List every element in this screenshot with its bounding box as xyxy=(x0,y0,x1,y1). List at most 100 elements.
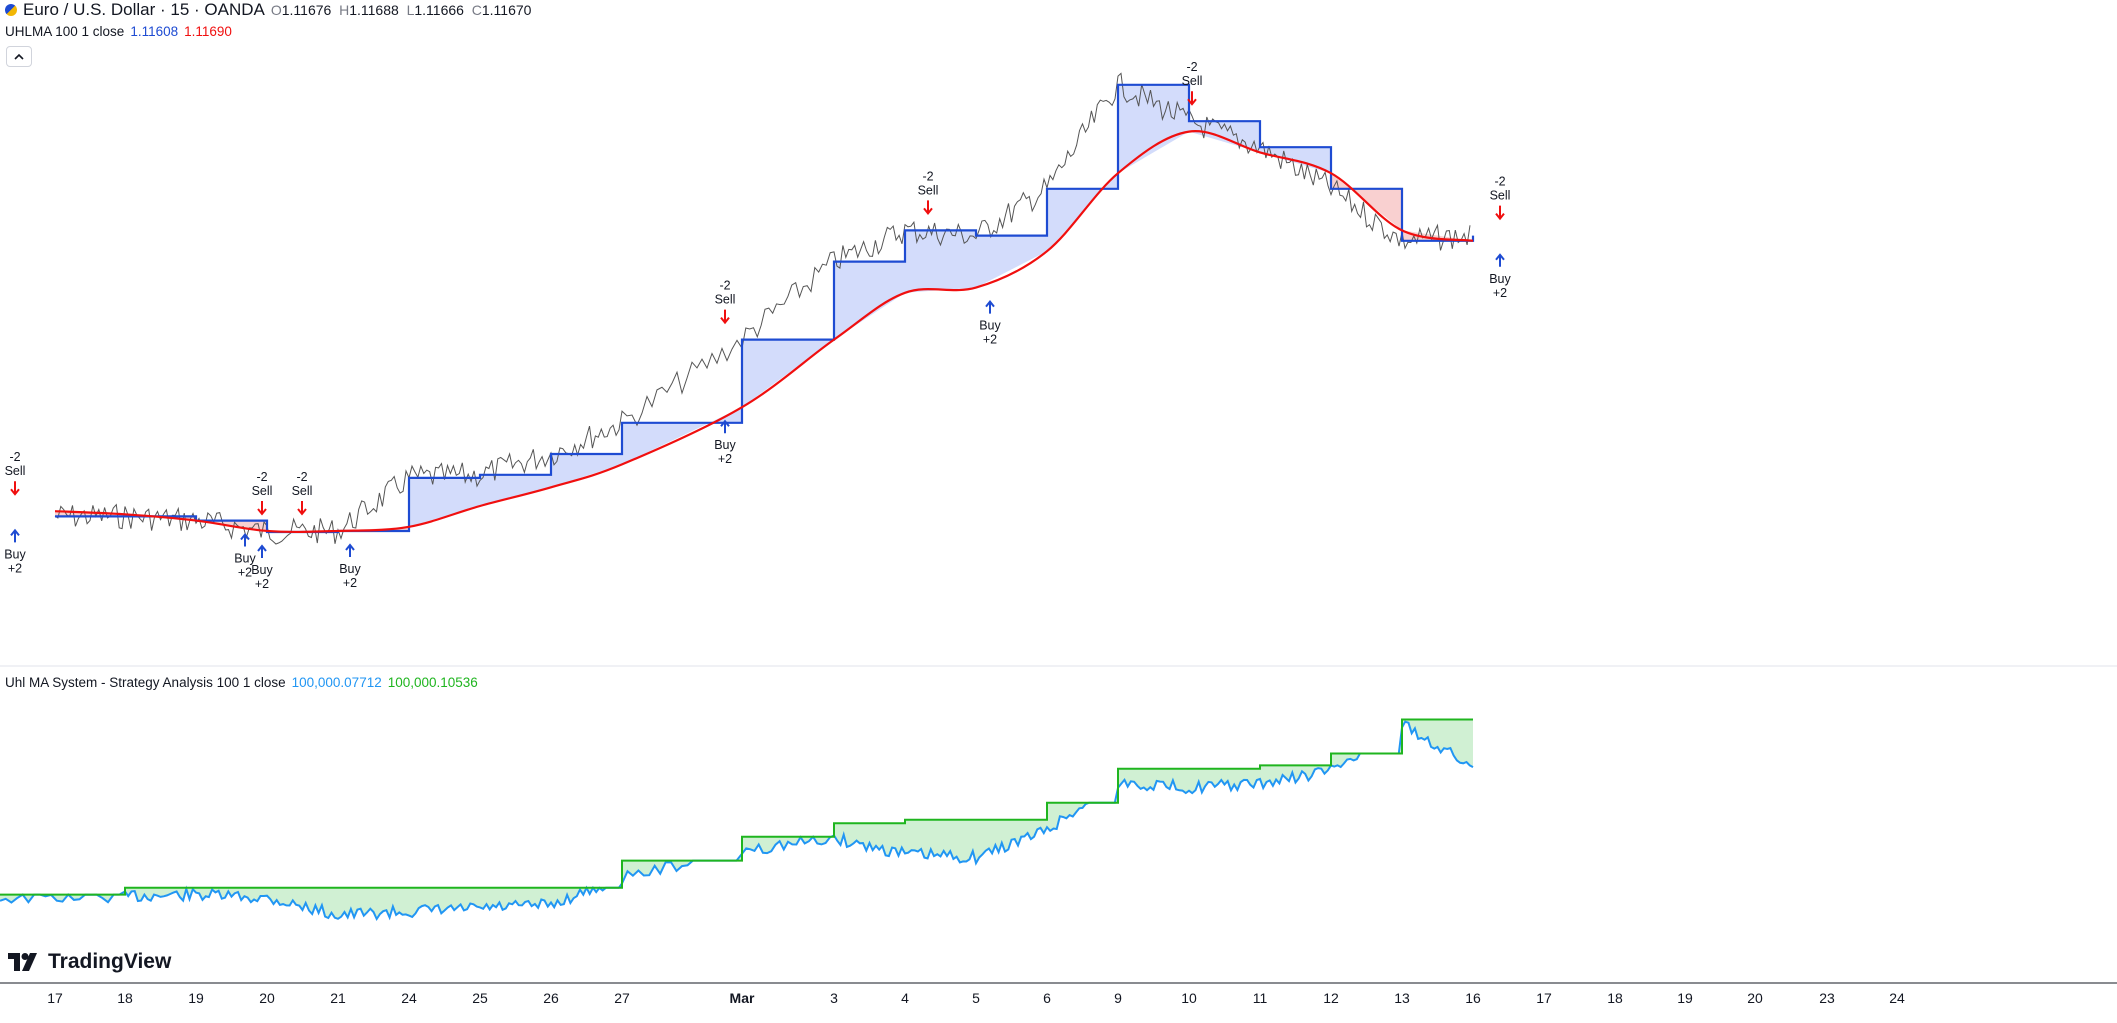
buy-arrow-icon xyxy=(240,532,250,547)
time-axis-tick-label: 21 xyxy=(330,990,346,1006)
bullish-fill xyxy=(551,454,622,488)
sell-signal-label: Sell xyxy=(252,484,273,498)
buy-arrow-icon xyxy=(257,544,267,558)
uhlma-legend[interactable]: UHLMA 100 1 close 1.11608 1.11690 xyxy=(5,24,232,39)
time-axis-tick-label: 23 xyxy=(1819,990,1835,1006)
time-axis-tick-label: 9 xyxy=(1114,990,1122,1006)
equity-blue-value: 100,000.07712 xyxy=(291,675,382,690)
bullish-fill xyxy=(409,477,480,527)
drawdown-fill xyxy=(0,719,1473,919)
price-line xyxy=(54,72,1471,545)
bullish-fill xyxy=(976,235,1047,288)
tradingview-logo[interactable]: TradingView xyxy=(8,950,171,974)
buy-signal-label: +2 xyxy=(983,333,997,347)
sell-signal-label: -2 xyxy=(256,470,267,484)
time-axis-tick-label: 19 xyxy=(1677,990,1693,1006)
sell-arrow-icon xyxy=(297,500,307,516)
sell-arrow-icon xyxy=(10,481,20,496)
time-axis-tick-label: 18 xyxy=(1607,990,1623,1006)
uhlma-name[interactable]: UHLMA 100 1 close xyxy=(5,24,125,39)
time-axis-tick-label: 27 xyxy=(614,990,630,1006)
buy-arrow-icon xyxy=(10,528,20,543)
time-axis-tick-label: 10 xyxy=(1181,990,1197,1006)
bullish-fill xyxy=(1118,84,1189,174)
bullish-fill xyxy=(905,230,976,293)
buy-signal-label: Buy xyxy=(234,552,256,566)
sell-signal-label: -2 xyxy=(1494,175,1505,189)
bearish-fill xyxy=(1402,230,1473,241)
symbol-title[interactable]: Euro / U.S. Dollar · 15 · OANDA xyxy=(23,0,265,19)
sell-signal-label: -2 xyxy=(1186,60,1197,74)
time-axis-tick-label: 6 xyxy=(1043,990,1051,1006)
time-axis-tick-label: 17 xyxy=(47,990,63,1006)
time-axis-tick-label: 19 xyxy=(188,990,204,1006)
sell-arrow-icon xyxy=(720,309,730,325)
sell-signal-label: Sell xyxy=(5,464,26,478)
buy-signal-label: +2 xyxy=(8,561,22,575)
sell-arrow-icon xyxy=(923,200,933,216)
brand-name: TradingView xyxy=(48,950,172,973)
sell-signal-label: Sell xyxy=(715,293,736,307)
strategy-legend[interactable]: Uhl MA System - Strategy Analysis 100 1 … xyxy=(5,675,478,690)
time-axis[interactable]: 17 18 19 20 21 24 25 26 27 Mar 3 4 5 6 9 10 11 12 13 16 17 18… xyxy=(47,990,1905,1006)
time-axis-tick-label: 25 xyxy=(472,990,488,1006)
time-axis-tick-label: 12 xyxy=(1323,990,1339,1006)
buy-arrow-icon xyxy=(1495,253,1505,267)
chevron-up-icon xyxy=(14,53,24,60)
time-axis-tick-label: 11 xyxy=(1253,990,1268,1006)
equity-green-line xyxy=(0,718,1473,896)
sell-arrow-icon xyxy=(1187,91,1197,106)
time-axis-tick-label: 20 xyxy=(1747,990,1763,1006)
buy-arrow-icon xyxy=(985,299,995,314)
buy-signal-label: Buy xyxy=(339,562,361,576)
buy-arrow-icon xyxy=(720,419,730,434)
equity-green-value: 100,000.10536 xyxy=(387,675,478,690)
close-value: 1.11670 xyxy=(481,2,532,18)
sell-signal-label: -2 xyxy=(296,470,307,484)
sell-signal-label: Sell xyxy=(918,183,939,197)
sell-signal-label: Sell xyxy=(1182,74,1203,88)
symbol-icon xyxy=(5,4,17,16)
buy-signal-label: Buy xyxy=(251,563,273,577)
buy-arrow-icon xyxy=(345,543,355,557)
bullish-fill xyxy=(834,261,905,340)
equity-blue-line xyxy=(0,720,1474,922)
sell-arrow-icon xyxy=(1495,205,1505,221)
tradingview-logo-icon xyxy=(8,953,37,971)
uhlma-red-value: 1.11690 xyxy=(184,24,232,39)
open-value: 1.11676 xyxy=(281,2,332,18)
strategy-name[interactable]: Uhl MA System - Strategy Analysis 100 1 … xyxy=(5,675,286,690)
time-axis-tick-label: 5 xyxy=(972,990,980,1006)
buy-signal-label: +2 xyxy=(238,566,252,580)
time-axis-tick-label: 26 xyxy=(543,990,559,1006)
sell-signal-label: -2 xyxy=(719,279,730,293)
time-axis-tick-label: 18 xyxy=(117,990,133,1006)
collapse-legend-button[interactable] xyxy=(6,46,32,67)
bullish-fill xyxy=(622,407,742,465)
time-axis-tick-label: 24 xyxy=(401,990,417,1006)
sell-signal-label: Sell xyxy=(1490,189,1511,203)
low-value: 1.11666 xyxy=(414,2,464,18)
time-axis-tick-label: 3 xyxy=(830,990,838,1006)
sell-signal-label: -2 xyxy=(9,450,20,464)
high-value: 1.11688 xyxy=(349,2,399,18)
buy-signal-label: Buy xyxy=(4,547,26,561)
sell-arrow-icon xyxy=(257,500,267,516)
time-axis-tick-label: 16 xyxy=(1465,990,1481,1006)
sell-signal-label: -2 xyxy=(922,169,933,183)
uhlma-blue-value: 1.11608 xyxy=(130,24,179,39)
buy-signal-label: +2 xyxy=(343,576,357,590)
time-axis-tick-label: 13 xyxy=(1394,990,1410,1006)
buy-signal-label: +2 xyxy=(1493,286,1507,300)
buy-signal-label: Buy xyxy=(714,438,736,452)
symbol-legend: Euro / U.S. Dollar · 15 · OANDA O1.11676… xyxy=(5,0,531,20)
buy-signal-label: Buy xyxy=(1489,272,1511,286)
uhlma-red-line xyxy=(54,130,1474,534)
time-axis-tick-label: Mar xyxy=(730,990,755,1006)
time-axis-tick-label: 17 xyxy=(1536,990,1552,1006)
sell-signal-label: Sell xyxy=(292,484,313,498)
buy-signal-label: +2 xyxy=(718,452,732,466)
bullish-fill xyxy=(480,474,551,506)
